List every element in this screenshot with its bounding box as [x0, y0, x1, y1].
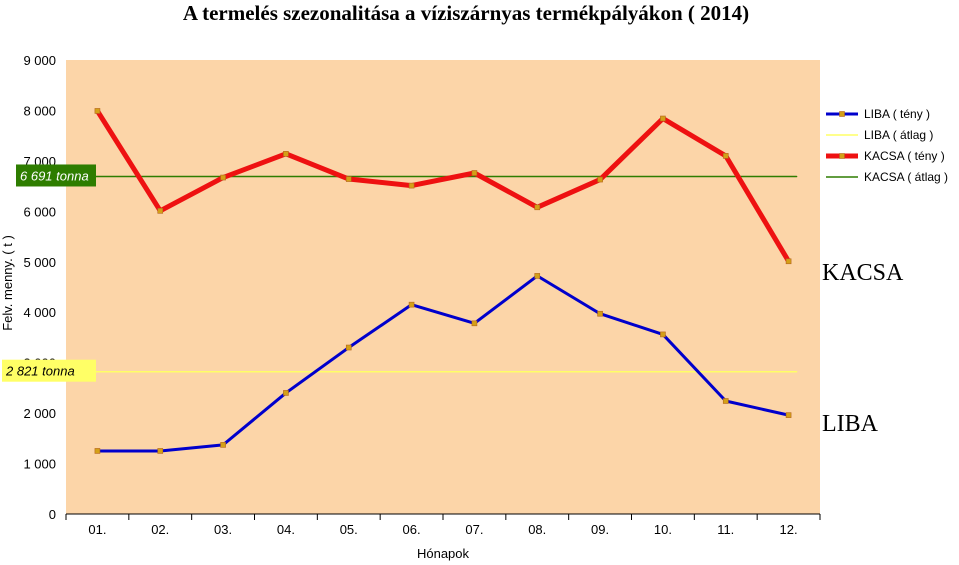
series-name-label: LIBA	[822, 411, 879, 437]
series-line-liba-t-ny	[95, 274, 791, 453]
x-tick-label: 11.	[717, 522, 734, 537]
data-point	[785, 258, 792, 265]
legend-marker	[839, 111, 845, 117]
y-tick-label: 5 000	[23, 255, 56, 270]
x-tick-label: 08.	[528, 522, 546, 537]
series-labels: KACSA LIBA	[822, 260, 904, 437]
y-tick-label: 1 000	[23, 457, 56, 472]
legend-label: KACSA ( átlag )	[864, 170, 948, 184]
chart-title: A termelés szezonalitása a víziszárnyas …	[183, 1, 749, 25]
legend-label: KACSA ( tény )	[864, 149, 945, 163]
callout-box	[16, 164, 96, 187]
data-point	[283, 390, 289, 396]
x-tick-label: 05.	[340, 522, 358, 537]
legend-label: LIBA ( átlag )	[864, 128, 933, 142]
data-point	[345, 344, 352, 351]
average-callout: 6 691 tonna	[16, 164, 96, 187]
x-tick-label: 07.	[465, 522, 483, 537]
data-point	[660, 331, 666, 338]
y-tick-label: 2 000	[23, 406, 56, 421]
data-point	[220, 442, 226, 448]
x-tick-label: 06.	[403, 522, 421, 537]
data-point	[94, 108, 101, 114]
data-point	[660, 115, 666, 122]
data-point	[722, 398, 729, 404]
x-tick-label: 04.	[277, 522, 295, 537]
legend-item-kacsa-t-ny: KACSA ( tény )	[826, 149, 945, 163]
data-point	[722, 153, 729, 159]
data-point	[94, 448, 101, 454]
average-callout: 2 821 tonna	[2, 359, 96, 382]
y-tick-label: 9 000	[23, 53, 56, 68]
legend-item-liba-t-ny: LIBA ( tény )	[826, 107, 930, 121]
callout-box	[2, 359, 96, 382]
y-tick-label: 0	[49, 507, 56, 522]
data-point	[220, 174, 226, 181]
series-layer	[82, 108, 798, 454]
x-tick-label: 10.	[654, 522, 672, 537]
x-axis: 01. 02. 03. 04. 05. 06. 07. 08. 09. 10. 11. 12.	[65, 513, 821, 537]
callout-label: 6 691 tonna	[20, 168, 89, 183]
data-point	[471, 170, 478, 176]
data-point	[283, 151, 289, 157]
x-tick-label: 01.	[88, 522, 106, 537]
data-point	[785, 412, 792, 418]
plot-area	[66, 60, 820, 514]
data-point	[534, 204, 541, 211]
callout-label: 2 821 tonna	[5, 364, 75, 379]
data-point	[534, 273, 541, 279]
data-point	[597, 310, 603, 317]
data-point	[408, 182, 415, 189]
x-axis-title: Hónapok	[417, 546, 470, 561]
y-tick-label: 6 000	[23, 204, 56, 219]
y-tick-label: 8 000	[23, 103, 56, 118]
x-tick-label: 12.	[780, 522, 798, 537]
data-point	[157, 208, 164, 214]
y-tick-label: 4 000	[23, 305, 56, 320]
annotations: 6 691 tonna 2 821 tonna	[2, 164, 96, 382]
legend: LIBA ( tény ) LIBA ( átlag ) KACSA ( tény …	[826, 107, 948, 184]
y-axis-title: Felv. menny. ( t )	[0, 235, 15, 331]
data-point	[408, 301, 415, 308]
series-line-kacsa-t-ny	[94, 108, 792, 264]
x-tick-label: 02.	[151, 522, 169, 537]
data-point	[157, 448, 164, 454]
x-tick-label: 09.	[591, 522, 609, 537]
data-point	[597, 176, 603, 183]
series-name-label: KACSA	[822, 260, 904, 286]
x-tick-label: 03.	[214, 522, 232, 537]
legend-label: LIBA ( tény )	[864, 107, 930, 121]
data-point	[345, 176, 352, 182]
data-point	[471, 320, 478, 327]
legend-item-liba-tlag: LIBA ( átlag )	[826, 128, 933, 142]
legend-item-kacsa-tlag: KACSA ( átlag )	[826, 170, 948, 184]
legend-marker	[839, 153, 845, 159]
